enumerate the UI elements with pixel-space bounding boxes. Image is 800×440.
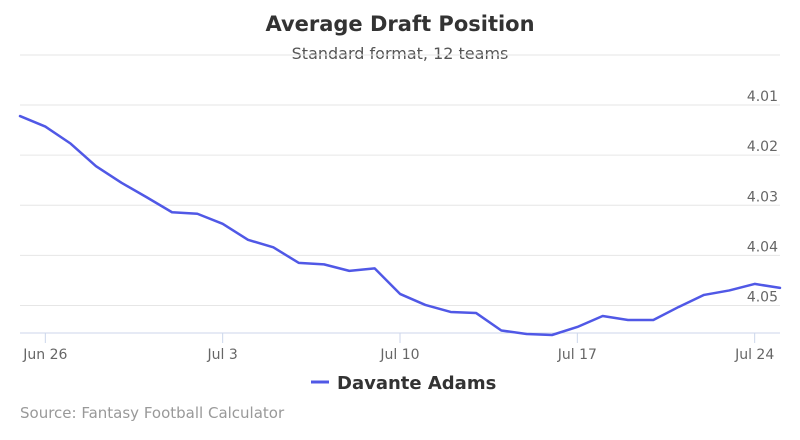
data-point[interactable] <box>571 321 583 333</box>
x-tick-label: Jul 24 <box>734 347 774 363</box>
x-tick-label: Jul 10 <box>379 347 419 363</box>
data-point[interactable] <box>521 328 533 340</box>
data-point[interactable] <box>242 234 254 246</box>
data-point[interactable] <box>217 218 229 230</box>
series-layer <box>14 110 786 341</box>
data-point[interactable] <box>267 241 279 253</box>
y-tick-labels: 4.01 4.02 4.03 4.04 4.05 <box>747 89 778 305</box>
legend[interactable]: Davante Adams <box>311 373 496 394</box>
data-point[interactable] <box>622 314 634 326</box>
data-point[interactable] <box>470 307 482 319</box>
x-tick-label: Jul 17 <box>557 347 597 363</box>
y-tick-label: 4.01 <box>747 89 778 105</box>
data-point[interactable] <box>318 258 330 270</box>
data-point[interactable] <box>673 301 685 313</box>
data-point[interactable] <box>394 288 406 300</box>
data-point[interactable] <box>141 191 153 203</box>
data-point[interactable] <box>749 278 761 290</box>
data-point[interactable] <box>14 110 26 122</box>
data-point[interactable] <box>698 289 710 301</box>
data-point[interactable] <box>166 206 178 218</box>
data-point[interactable] <box>445 306 457 318</box>
legend-label[interactable]: Davante Adams <box>337 373 496 394</box>
data-point[interactable] <box>419 299 431 311</box>
y-tick-label: 4.05 <box>747 289 778 305</box>
data-point[interactable] <box>39 121 51 133</box>
data-point[interactable] <box>369 262 381 274</box>
data-point[interactable] <box>343 265 355 277</box>
y-tick-label: 4.04 <box>747 239 778 255</box>
source-credit: Source: Fantasy Football Calculator <box>20 404 285 422</box>
data-point[interactable] <box>495 325 507 337</box>
data-point[interactable] <box>191 208 203 220</box>
data-point[interactable] <box>90 160 102 172</box>
chart-subtitle: Standard format, 12 teams <box>292 44 509 63</box>
x-tick-label: Jun 26 <box>22 347 67 363</box>
data-point[interactable] <box>546 329 558 341</box>
y-tick-label: 4.02 <box>747 139 778 155</box>
y-gridlines <box>20 54 780 306</box>
chart-title: Average Draft Position <box>265 12 534 36</box>
x-tick-labels: Jun 26 Jul 3 Jul 10 Jul 17 Jul 24 <box>22 333 774 363</box>
series-line[interactable] <box>18 114 782 337</box>
data-point[interactable] <box>115 177 127 189</box>
y-tick-label: 4.03 <box>747 189 778 205</box>
data-point[interactable] <box>774 282 786 294</box>
data-point[interactable] <box>723 284 735 296</box>
data-point[interactable] <box>65 138 77 150</box>
x-tick-label: Jul 3 <box>207 347 238 363</box>
data-point[interactable] <box>293 257 305 269</box>
data-point[interactable] <box>647 314 659 326</box>
data-point[interactable] <box>597 310 609 322</box>
